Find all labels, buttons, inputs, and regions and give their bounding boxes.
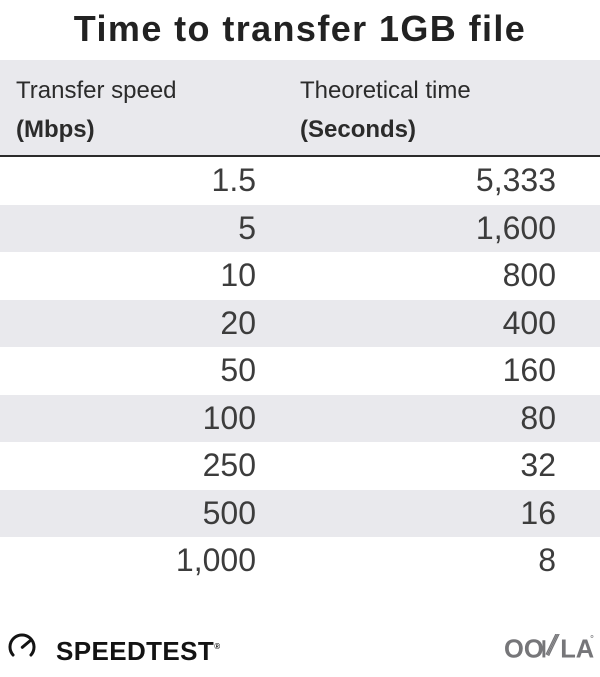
svg-text:OO: OO [504, 635, 544, 663]
svg-text:LA: LA [560, 635, 594, 663]
